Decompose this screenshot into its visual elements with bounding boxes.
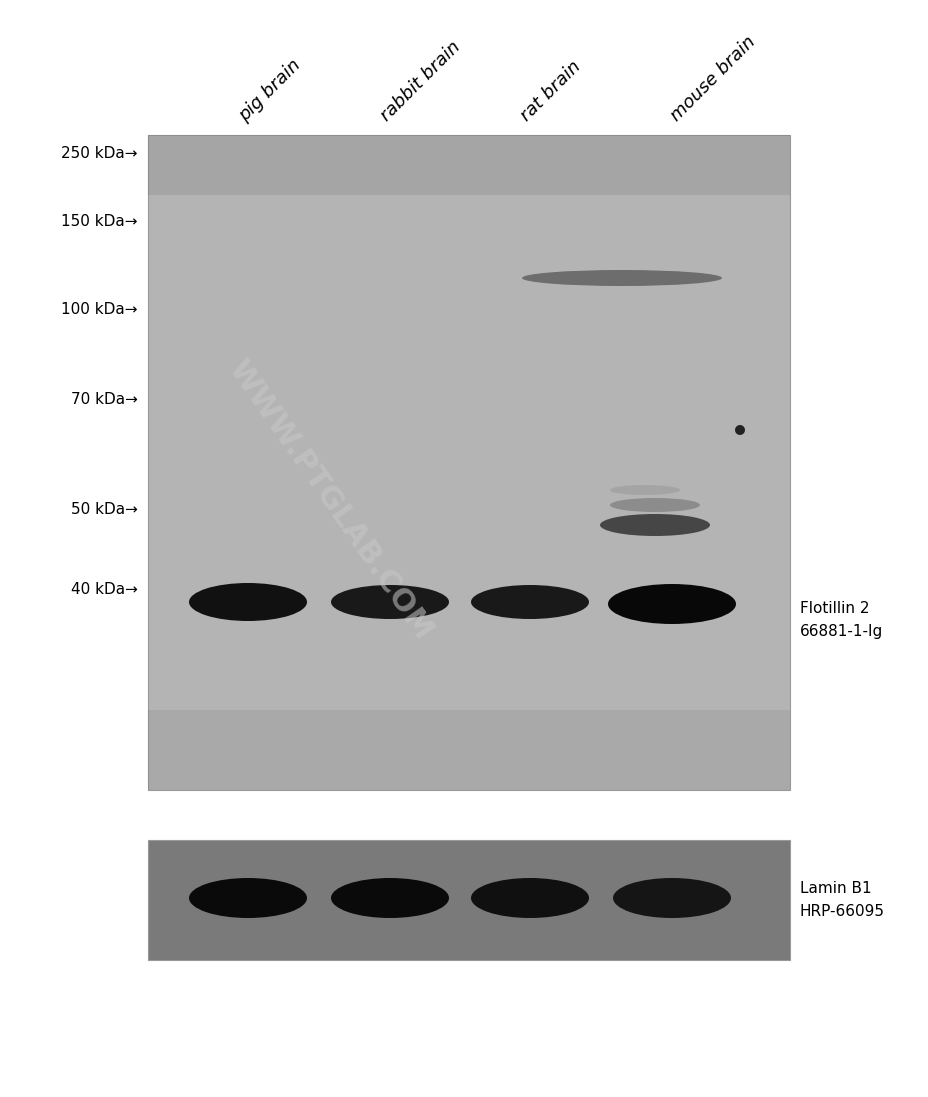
- Ellipse shape: [610, 485, 679, 495]
- Bar: [148, 710, 789, 790]
- Text: 150 kDa→: 150 kDa→: [61, 215, 138, 229]
- Text: Lamin B1
HRP-66095: Lamin B1 HRP-66095: [799, 881, 884, 918]
- Ellipse shape: [188, 583, 306, 621]
- Ellipse shape: [330, 878, 448, 918]
- Ellipse shape: [188, 878, 306, 918]
- Ellipse shape: [734, 425, 744, 436]
- Ellipse shape: [599, 514, 709, 536]
- Ellipse shape: [330, 585, 448, 619]
- Text: pig brain: pig brain: [235, 56, 304, 125]
- Text: mouse brain: mouse brain: [666, 33, 758, 125]
- Bar: [148, 840, 789, 960]
- Ellipse shape: [470, 585, 588, 619]
- Text: 70 kDa→: 70 kDa→: [71, 393, 138, 407]
- Text: WWW.PTGLAB.COM: WWW.PTGLAB.COM: [222, 354, 437, 645]
- Text: 250 kDa→: 250 kDa→: [61, 146, 138, 160]
- Text: Flotillin 2
66881-1-Ig: Flotillin 2 66881-1-Ig: [799, 601, 883, 638]
- Text: 40 kDa→: 40 kDa→: [71, 583, 138, 598]
- Ellipse shape: [607, 584, 735, 624]
- Text: 50 kDa→: 50 kDa→: [71, 502, 138, 518]
- Ellipse shape: [610, 498, 699, 512]
- Text: 100 kDa→: 100 kDa→: [61, 303, 138, 317]
- Bar: [148, 135, 789, 790]
- Text: rabbit brain: rabbit brain: [377, 38, 464, 125]
- Ellipse shape: [522, 270, 721, 286]
- Ellipse shape: [470, 878, 588, 918]
- Bar: [148, 135, 789, 195]
- Text: rat brain: rat brain: [517, 58, 584, 125]
- Ellipse shape: [612, 878, 730, 918]
